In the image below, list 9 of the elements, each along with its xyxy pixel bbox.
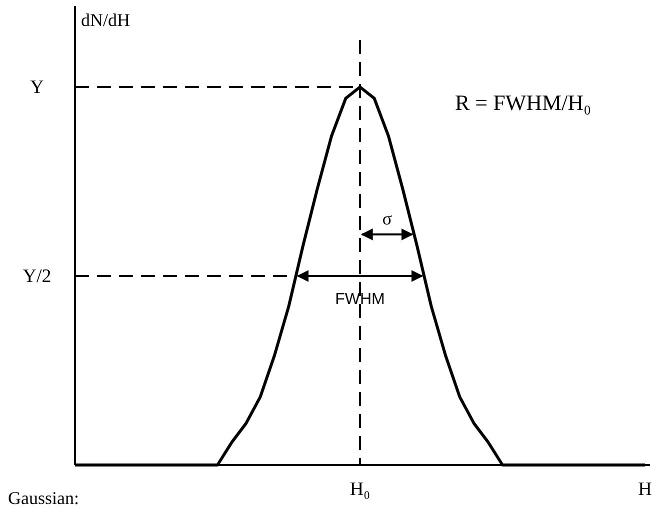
ref-line-label: Y xyxy=(30,77,44,98)
ref-line-label: Y/2 xyxy=(22,266,52,287)
x-tick-label: H₀ xyxy=(350,479,370,500)
y-axis-title: dN/dH xyxy=(81,10,130,30)
x-tick-label: H xyxy=(638,479,652,500)
annotation: FWHM xyxy=(335,291,385,308)
annotation: R = FWHM/H₀ xyxy=(455,90,592,115)
annotation: σ xyxy=(382,208,392,228)
text: Gaussian: xyxy=(8,488,79,508)
